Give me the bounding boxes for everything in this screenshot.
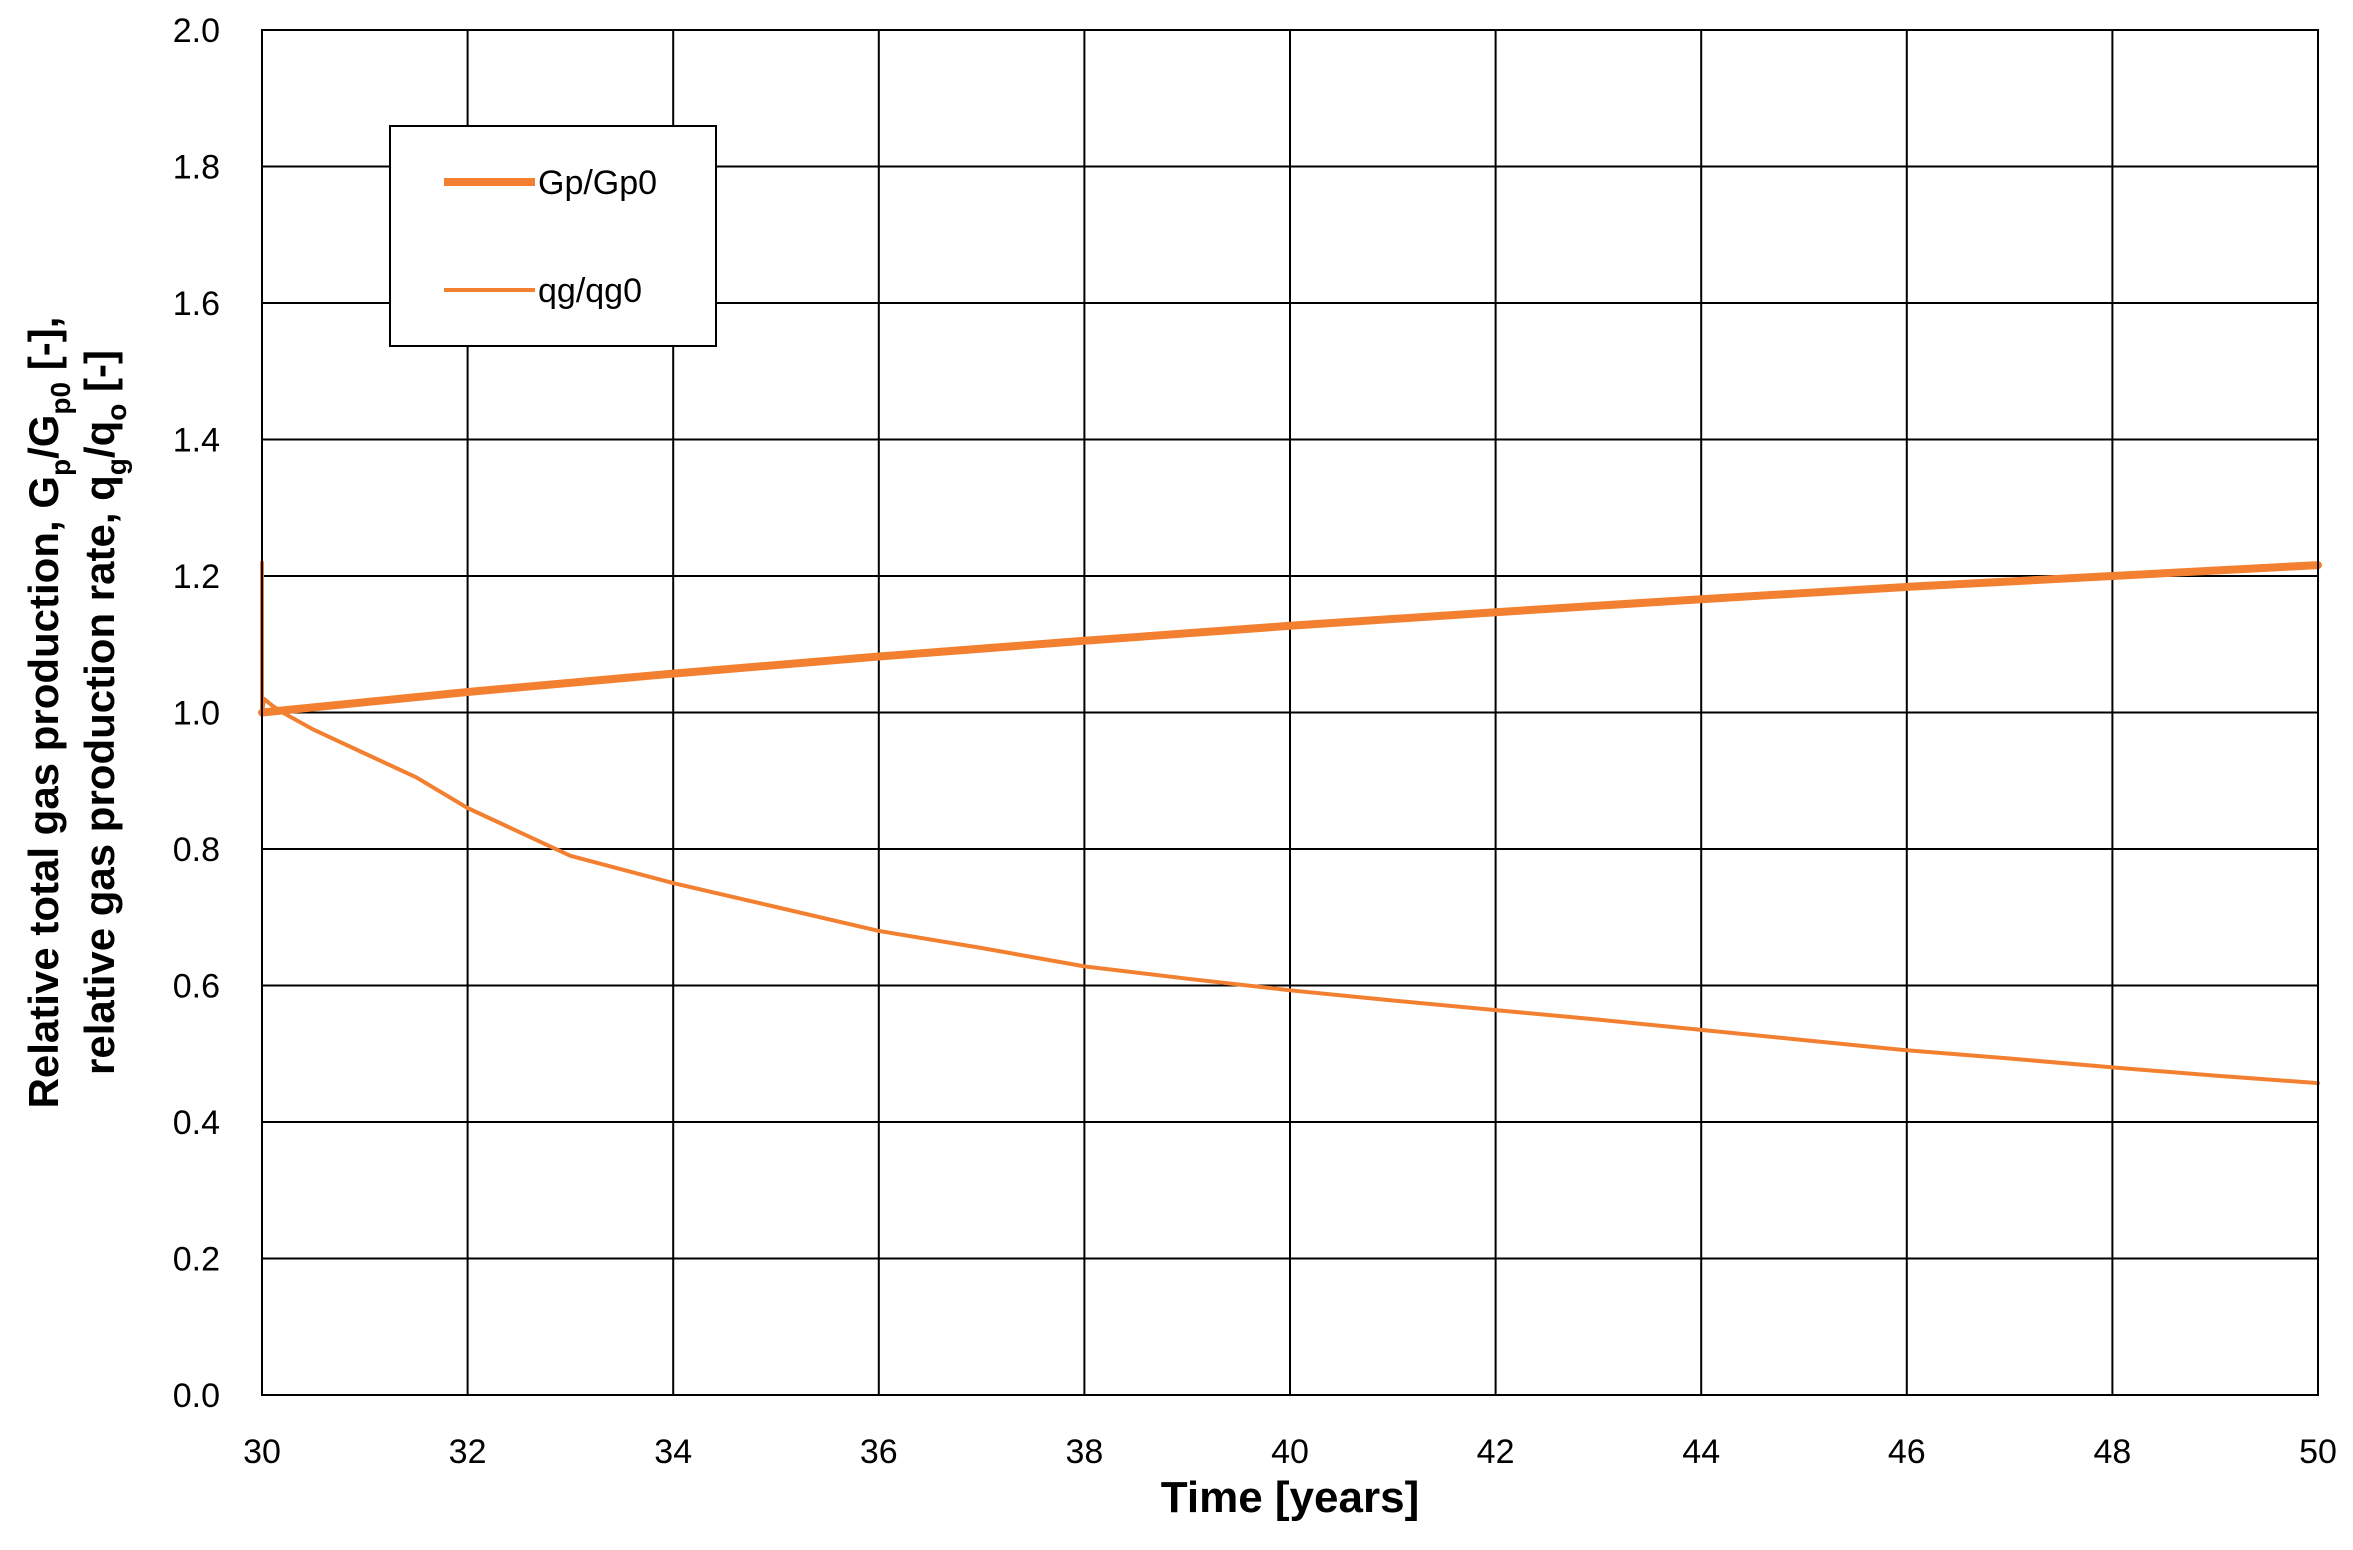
y-tick-label: 0.2 [173, 1241, 220, 1279]
y-tick-label: 0.4 [173, 1104, 220, 1142]
x-tick-label: 48 [2093, 1433, 2131, 1471]
y-tick-label: 2.0 [173, 12, 220, 50]
x-tick-labels: 30 32 34 36 38 40 42 44 46 48 50 [243, 1433, 2337, 1471]
y-tick-label: 0.0 [173, 1377, 220, 1415]
y-axis-title-line2: relative gas production rate, qg/qo [-] [76, 350, 132, 1075]
x-tick-label: 32 [449, 1433, 487, 1471]
legend-label-gp: Gp/Gp0 [538, 164, 657, 202]
x-tick-label: 42 [1477, 1433, 1515, 1471]
y-tick-label: 1.2 [173, 558, 220, 596]
x-axis-title: Time [years] [1161, 1473, 1419, 1522]
legend-box [389, 125, 717, 347]
y-tick-label: 1.4 [173, 422, 220, 460]
x-tick-label: 34 [654, 1433, 692, 1471]
y-tick-label: 0.6 [173, 968, 220, 1006]
y-tick-label: 1.6 [173, 285, 220, 323]
y-tick-labels: 0.0 0.2 0.4 0.6 0.8 1.0 1.2 1.4 1.6 1.8 2.0 [173, 12, 220, 1415]
series-line-1 [260, 560, 2320, 1086]
y-tick-label: 0.8 [173, 831, 220, 869]
x-tick-label: 36 [860, 1433, 898, 1471]
series-layer [258, 560, 2322, 1086]
y-axis-title: Relative total gas production, Gp/Gp0 [-… [20, 317, 132, 1109]
x-tick-label: 44 [1682, 1433, 1720, 1471]
legend-label-qg: qg/qg0 [538, 272, 642, 310]
x-tick-label: 46 [1888, 1433, 1926, 1471]
y-tick-label: 1.0 [173, 695, 220, 733]
plot-border [261, 29, 2319, 1396]
y-axis-title-line1: Relative total gas production, Gp/Gp0 [-… [20, 317, 76, 1109]
series-line-0 [258, 561, 2322, 717]
x-tick-label: 38 [1065, 1433, 1103, 1471]
legend: Gp/Gp0 qg/qg0 [389, 125, 717, 347]
x-tick-label: 50 [2299, 1433, 2337, 1471]
x-tick-label: 30 [243, 1433, 281, 1471]
y-tick-label: 1.8 [173, 149, 220, 187]
x-tick-label: 40 [1271, 1433, 1309, 1471]
